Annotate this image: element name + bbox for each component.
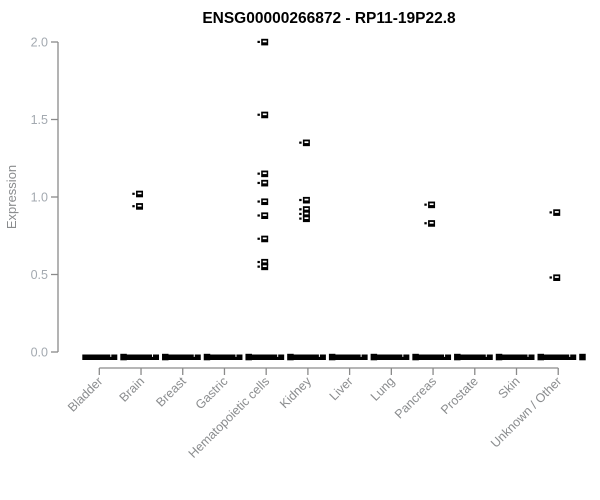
zero-expression-bar bbox=[457, 354, 493, 360]
expression-point-tick bbox=[549, 211, 552, 214]
zero-expression-point bbox=[537, 353, 544, 361]
zero-bar-notch bbox=[318, 354, 320, 357]
expression-point-tick bbox=[299, 141, 302, 144]
zero-expression-point bbox=[245, 353, 252, 361]
expression-point-marker-center bbox=[304, 208, 309, 210]
chart-title: ENSG00000266872 - RP11-19P22.8 bbox=[202, 10, 456, 27]
expression-point-tick bbox=[299, 198, 302, 202]
expression-point-marker-center bbox=[262, 265, 267, 268]
zero-expression-point bbox=[162, 353, 169, 361]
expression-point-marker-center bbox=[262, 40, 267, 43]
zero-expression-bar bbox=[82, 354, 118, 360]
x-category-label: Brain bbox=[117, 374, 148, 405]
y-tick-label: 2.0 bbox=[31, 36, 48, 50]
zero-expression-point bbox=[120, 353, 127, 361]
x-category-label: Lung bbox=[368, 374, 398, 404]
expression-point-tick bbox=[257, 260, 260, 264]
expression-point-tick bbox=[299, 217, 302, 220]
x-category-label: Breast bbox=[153, 374, 189, 410]
y-tick-label: 1.0 bbox=[31, 191, 48, 205]
expression-point-marker-center bbox=[304, 212, 309, 215]
zero-bar-notch bbox=[444, 354, 446, 357]
expression-point-marker-center bbox=[262, 237, 267, 240]
expression-point-marker-center bbox=[262, 200, 267, 202]
expression-point-tick bbox=[257, 172, 260, 175]
expression-point-marker-center bbox=[262, 181, 267, 184]
zero-expression-bar bbox=[332, 354, 368, 360]
zero-bar-notch bbox=[360, 354, 362, 357]
zero-expression-bar bbox=[499, 354, 535, 360]
zero-expression-bar bbox=[124, 354, 160, 360]
zero-expression-point bbox=[412, 353, 419, 361]
expression-point-tick bbox=[257, 113, 260, 116]
expression-point-marker-center bbox=[137, 192, 142, 195]
zero-expression-point bbox=[495, 353, 503, 361]
expression-point-tick bbox=[257, 237, 260, 240]
zero-bar-notch bbox=[110, 354, 112, 357]
expression-point-marker-center bbox=[429, 221, 434, 224]
expression-point-marker-center bbox=[262, 260, 267, 263]
expression-point-tick bbox=[424, 203, 427, 206]
zero-expression-bar bbox=[207, 354, 243, 360]
expression-point-tick bbox=[257, 200, 260, 203]
x-category-label: Skin bbox=[496, 374, 523, 401]
x-category-label: Liver bbox=[327, 374, 356, 403]
x-category-label: Bladder bbox=[65, 374, 105, 414]
expression-point-tick bbox=[257, 265, 260, 268]
x-category-label: Prostate bbox=[438, 374, 481, 417]
zero-expression-bar bbox=[290, 354, 326, 360]
expression-point-tick bbox=[257, 214, 260, 217]
expression-point-tick bbox=[132, 192, 135, 195]
zero-bar-notch bbox=[193, 354, 195, 357]
y-tick-label: 0.5 bbox=[31, 268, 48, 282]
zero-expression-bar bbox=[374, 354, 410, 360]
expression-point-marker-center bbox=[429, 203, 434, 206]
zero-bar-notch bbox=[402, 354, 404, 357]
zero-bar-notch bbox=[569, 354, 571, 357]
y-axis-title: Expression bbox=[4, 165, 19, 229]
zero-bar-notch bbox=[152, 354, 154, 357]
expression-point-marker-center bbox=[262, 113, 267, 116]
expression-point-tick bbox=[299, 212, 302, 216]
zero-expression-bar bbox=[249, 354, 285, 360]
x-category-label: Hematopoietic cells bbox=[186, 374, 273, 461]
zero-expression-point bbox=[328, 353, 336, 361]
zero-bar-notch bbox=[527, 354, 529, 357]
expression-point-tick bbox=[257, 40, 260, 43]
y-tick-label: 1.5 bbox=[31, 113, 48, 127]
expression-point-tick bbox=[549, 276, 552, 279]
expression-point-marker-center bbox=[262, 172, 267, 175]
expression-point-marker-center bbox=[304, 141, 309, 144]
zero-expression-point bbox=[579, 353, 586, 361]
x-category-label: Kidney bbox=[277, 374, 314, 411]
expression-point-tick bbox=[132, 205, 135, 208]
x-category-label: Unknown / Other bbox=[488, 374, 564, 450]
zero-bar-notch bbox=[485, 354, 487, 357]
expression-point-marker-center bbox=[137, 204, 142, 207]
expression-point-tick bbox=[257, 181, 260, 185]
zero-expression-bar bbox=[541, 354, 577, 360]
expression-point-marker-center bbox=[304, 198, 309, 201]
x-category-label: Pancreas bbox=[392, 374, 439, 421]
expression-point-marker-center bbox=[554, 211, 559, 213]
zero-bar-notch bbox=[235, 354, 237, 357]
x-category-label: Gastric bbox=[193, 374, 231, 412]
expression-point-tick bbox=[299, 208, 302, 211]
zero-bar-notch bbox=[277, 354, 279, 357]
zero-expression-point bbox=[454, 353, 461, 361]
expression-point-marker-center bbox=[554, 276, 559, 278]
expression-point-marker-center bbox=[304, 217, 309, 219]
zero-expression-point bbox=[287, 353, 294, 361]
expression-point-tick bbox=[424, 222, 427, 225]
expression-point-marker-center bbox=[262, 214, 267, 216]
zero-expression-point bbox=[370, 353, 378, 361]
y-tick-label: 0.0 bbox=[31, 346, 48, 360]
zero-expression-bar bbox=[165, 354, 201, 360]
zero-expression-point bbox=[203, 353, 211, 361]
zero-expression-bar bbox=[416, 354, 452, 360]
